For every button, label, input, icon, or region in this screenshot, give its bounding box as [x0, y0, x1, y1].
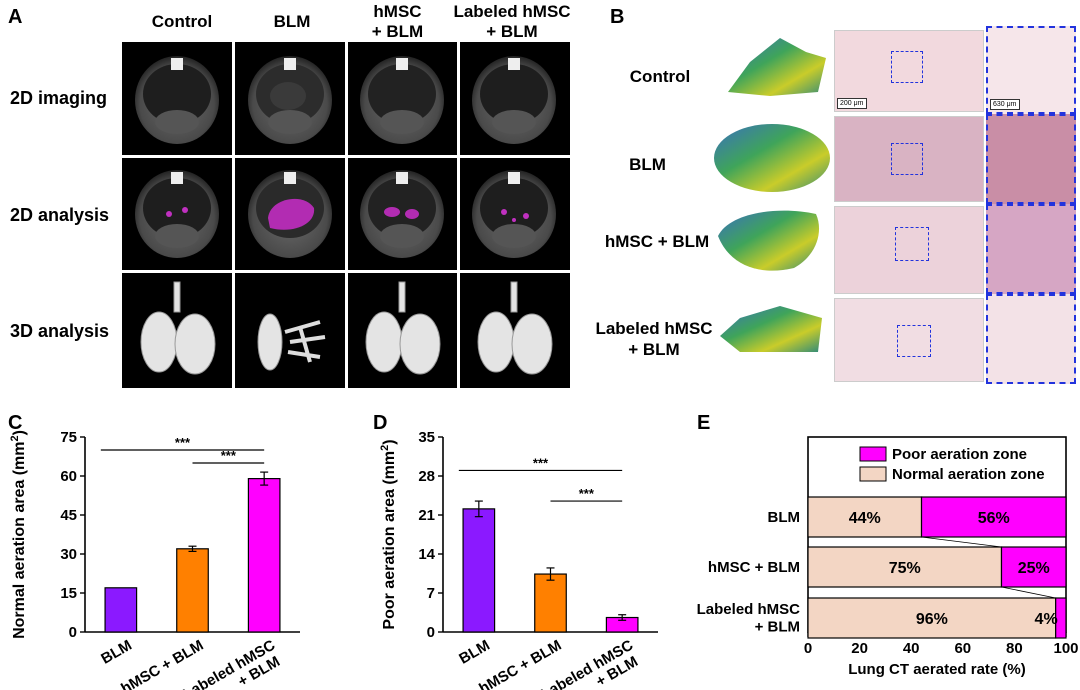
e-category-label-0: BLM: [768, 509, 801, 526]
e-label-normal-2: 96%: [916, 611, 948, 628]
c-bar-2: [247, 477, 281, 633]
zoom-roi-hmsc-blm: [895, 227, 929, 261]
c-ytick-label: 60: [60, 468, 77, 485]
panel-b-letter: B: [610, 6, 625, 28]
c-y-axis-label: Normal aeration area (mm2): [9, 430, 28, 639]
ct-2d-imaging-row: [135, 56, 556, 144]
zoom-roi-labeled-hmsc-blm: [897, 325, 931, 357]
panel-e-letter: E: [697, 412, 711, 434]
e-legend-label-1: Normal aeration zone: [892, 466, 1045, 483]
zoom-control: 630 μm: [986, 26, 1076, 114]
c-category-label-0: BLM: [98, 637, 135, 668]
d-y-axis-label: Poor aeration area (mm2): [379, 439, 398, 629]
chart-c-normal-aeration: 0 15 30 45 60 75 Normal aeration area (mm2) BLM…: [9, 429, 300, 690]
lung-heatmap-labeled-hmsc-blm: [720, 306, 822, 352]
scalebar-main: 200 μm: [837, 98, 867, 109]
d-ytick-label: 28: [418, 468, 435, 485]
e-category-label-1: hMSC + BLM: [708, 559, 800, 576]
e-bar-poor-0: [920, 496, 1067, 538]
d-ytick-label: 21: [418, 507, 435, 524]
e-label-normal-1: 75%: [889, 560, 921, 577]
col-header-hmsc-blm: hMSC + BLM: [371, 2, 424, 41]
e-category-label-2: Labeled hMSC + BLM: [697, 601, 801, 635]
panel-d-letter: D: [373, 412, 388, 434]
e-legend-swatch-1: [859, 466, 887, 482]
scalebar-zoom: 630 μm: [990, 99, 1020, 110]
lung-heatmap-blm: [714, 124, 830, 192]
d-ytick-label: 14: [418, 546, 435, 563]
e-xtick-label: 80: [1006, 640, 1023, 657]
panel-a-letter: A: [8, 6, 23, 28]
d-ytick-label: 7: [427, 585, 435, 602]
c-ytick-label: 75: [60, 429, 77, 446]
histology-hmsc-blm: [834, 206, 984, 294]
lung-heatmap-hmsc-blm: [718, 210, 820, 271]
col-header-labeled-hmsc-blm: Labeled hMSC + BLM: [453, 2, 571, 41]
e-legend-label-0: Poor aeration zone: [892, 446, 1027, 463]
ct-2d-analysis-row: [135, 170, 556, 258]
e-xtick-label: 60: [954, 640, 971, 657]
e-bar-normal-0: [807, 496, 923, 538]
row-label-3d-analysis: 3D analysis: [10, 321, 110, 341]
c-sig-label-1: ***: [221, 448, 237, 463]
chart-e-aerated-rate: 0 20 40 60 80 100 Lung CT aerated rate (%) Poor…: [697, 436, 1079, 678]
c-ytick-label: 30: [60, 546, 77, 563]
d-category-label-0: BLM: [456, 637, 493, 668]
e-label-poor-1: 25%: [1018, 560, 1050, 577]
e-label-poor-0: 56%: [978, 510, 1010, 527]
zoom-labeled-hmsc-blm: [986, 294, 1076, 384]
e-bar-poor-1: [1000, 546, 1067, 588]
e-x-axis-label: Lung CT aerated rate (%): [848, 661, 1026, 678]
d-sig-label-1: ***: [579, 486, 595, 501]
zoom-hmsc-blm: [986, 204, 1076, 294]
row-label-2d-imaging: 2D imaging: [10, 88, 108, 108]
e-xtick-label: 20: [851, 640, 868, 657]
d-bar-1: [534, 573, 567, 633]
b-row-label-hmsc-blm: hMSC + BLM: [604, 232, 710, 251]
e-connector-0: [921, 536, 1002, 548]
lung-heatmap-column: [714, 38, 830, 352]
e-bar-normal-2: [807, 597, 1057, 639]
e-label-normal-0: 44%: [849, 510, 881, 527]
c-sig-label-0: ***: [175, 435, 191, 450]
c-bar-1: [176, 548, 209, 633]
d-sig-label-0: ***: [533, 455, 549, 470]
zoom-roi-control: [891, 51, 923, 83]
b-row-label-control: Control: [629, 67, 691, 86]
c-ytick-label: 15: [60, 585, 77, 602]
d-ytick-label: 35: [418, 429, 435, 446]
zoom-blm: [986, 114, 1076, 204]
d-bar-0: [462, 508, 496, 633]
panel-c-letter: C: [8, 412, 23, 434]
lung-heatmap-control: [728, 38, 826, 96]
histology-blm: [834, 116, 984, 202]
e-legend-swatch-0: [859, 446, 887, 462]
lung-3d-row: [140, 281, 553, 375]
c-ytick-label: 45: [60, 507, 77, 524]
d-ytick-label: 0: [427, 624, 435, 641]
c-ytick-label: 0: [69, 624, 77, 641]
e-bar-poor-2: [1055, 597, 1067, 639]
e-xtick-label: 0: [804, 640, 812, 657]
ct-image-grid: [122, 42, 570, 388]
histology-control: 200 μm: [834, 30, 984, 112]
row-label-2d-analysis: 2D analysis: [10, 205, 110, 225]
e-xtick-label: 40: [903, 640, 920, 657]
col-header-blm: BLM: [273, 12, 311, 31]
b-row-label-labeled-hmsc-blm: Labeled hMSC + BLM: [595, 319, 713, 359]
zoom-roi-blm: [891, 143, 923, 175]
col-header-control: Control: [151, 12, 213, 31]
e-connector-1: [1001, 586, 1056, 599]
e-label-poor-2: 4%: [1035, 611, 1058, 628]
e-xtick-label: 100: [1053, 640, 1078, 657]
c-bar-0: [104, 587, 138, 633]
histology-labeled-hmsc-blm: [834, 298, 984, 382]
b-row-label-blm: BLM: [629, 155, 666, 174]
